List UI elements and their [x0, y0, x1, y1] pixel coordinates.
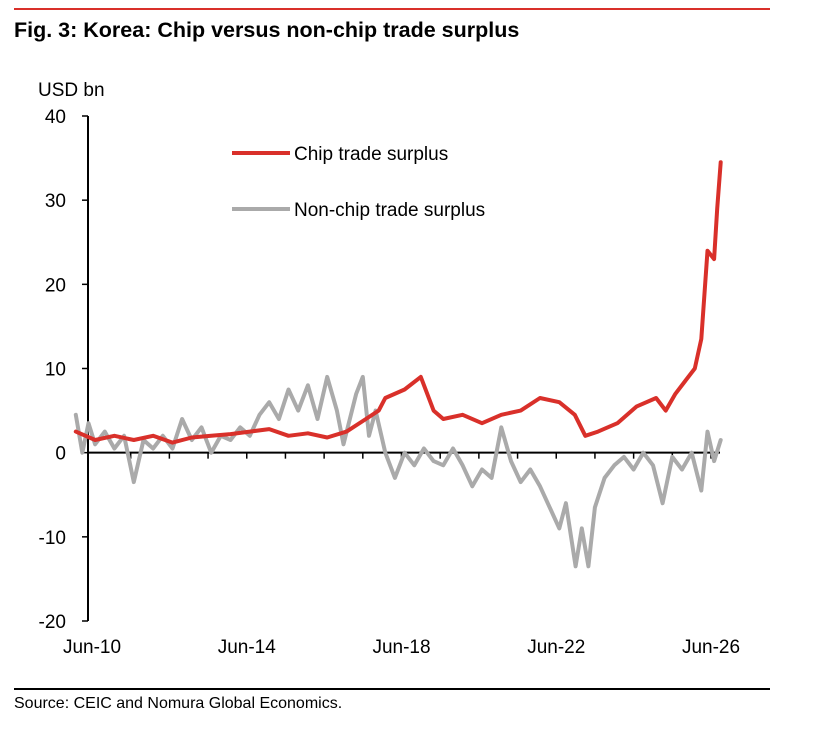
- x-tick-label: Jun-22: [527, 637, 585, 658]
- legend-label: Non-chip trade surplus: [294, 200, 485, 221]
- y-tick-label: 0: [55, 444, 66, 465]
- y-tick-label: 10: [45, 360, 66, 381]
- series-layer: [73, 160, 723, 569]
- x-tick-label: Jun-14: [218, 637, 277, 658]
- legend-label: Chip trade surplus: [294, 144, 448, 165]
- y-tick-label: 30: [45, 191, 66, 212]
- title-accent-rule: [14, 8, 770, 10]
- y-tick-label: -10: [39, 528, 66, 549]
- figure-title: Fig. 3: Korea: Chip versus non-chip trad…: [14, 18, 520, 42]
- y-unit-label: USD bn: [38, 80, 105, 101]
- series-line-chip: [73, 160, 723, 445]
- footer-rule: [14, 688, 770, 690]
- y-tick-label: 40: [45, 107, 66, 128]
- y-tick-label: 20: [45, 275, 66, 296]
- series-line-nonchip: [73, 374, 723, 569]
- y-tick-label: -20: [39, 612, 66, 633]
- x-tick-label: Jun-18: [372, 637, 430, 658]
- x-tick-label: Jun-26: [682, 637, 740, 658]
- source-note: Source: CEIC and Nomura Global Economics…: [14, 695, 343, 712]
- legend: Chip trade surplus Non-chip trade surplus: [232, 144, 485, 221]
- axis-layer: -20 -10 0 10 20 30 40 USD bn Jun-10 Jun-14 Jun-18 J…: [38, 80, 740, 658]
- x-tick-label: Jun-10: [63, 637, 121, 658]
